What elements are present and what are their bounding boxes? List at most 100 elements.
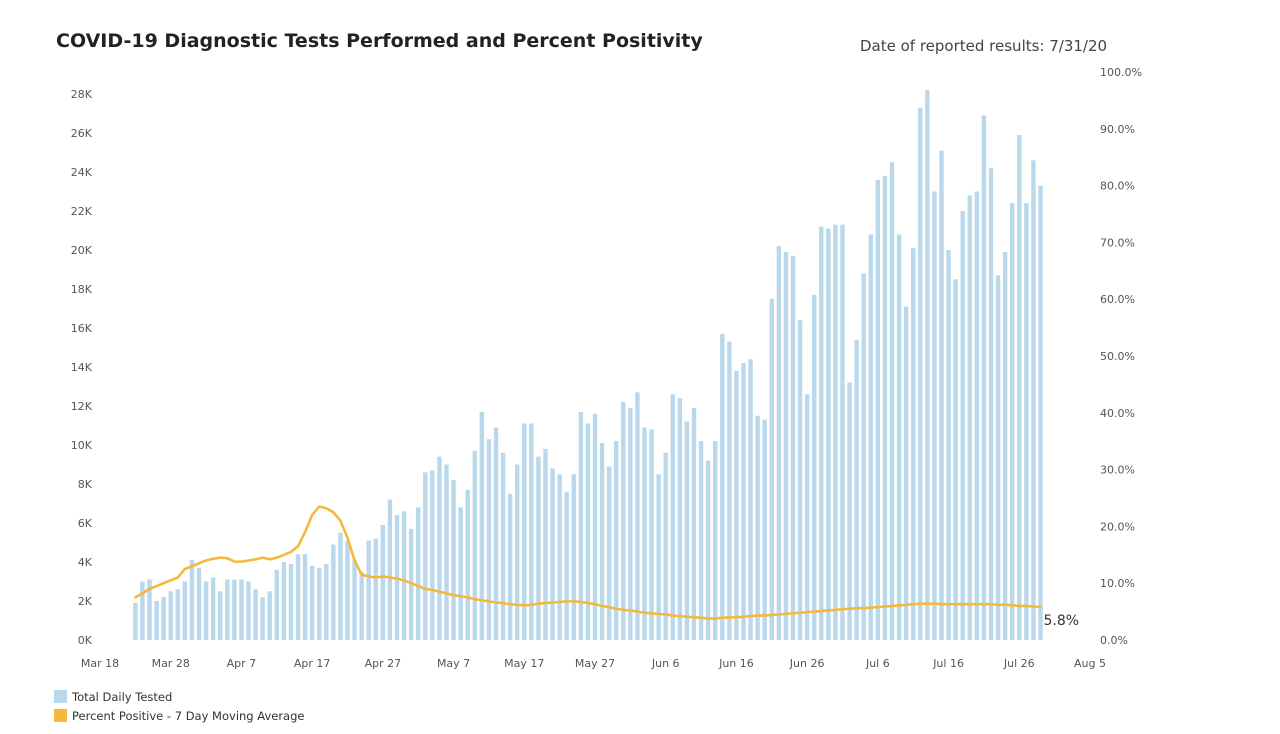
bar-total-daily-tested	[246, 581, 251, 640]
chart-title: COVID-19 Diagnostic Tests Performed and …	[56, 30, 703, 52]
bar-total-daily-tested	[797, 320, 803, 640]
x-tick-label: Apr 17	[294, 657, 331, 670]
bar-total-daily-tested	[1002, 251, 1008, 640]
bar-total-daily-tested	[281, 562, 287, 640]
bar-total-daily-tested	[175, 589, 180, 640]
bar-total-daily-tested	[451, 480, 456, 640]
bar-total-daily-tested	[691, 407, 697, 640]
bar-total-daily-tested	[317, 567, 322, 640]
bar-total-daily-tested	[1038, 185, 1043, 640]
bar-total-daily-tested	[599, 443, 605, 640]
bar-total-daily-tested	[253, 589, 258, 640]
bar-total-daily-tested	[663, 452, 668, 640]
x-tick-label: May 7	[437, 657, 470, 670]
bar-total-daily-tested	[154, 601, 159, 640]
bar-total-daily-tested	[536, 456, 541, 640]
bar-total-daily-tested	[352, 560, 357, 640]
bar-total-daily-tested	[790, 255, 796, 640]
bar-total-daily-tested	[621, 402, 626, 640]
y-left-tick-label: 14K	[71, 361, 93, 374]
bar-total-daily-tested	[656, 474, 661, 640]
y-left-tick-label: 20K	[71, 244, 93, 257]
bar-total-daily-tested	[727, 341, 732, 640]
bar-total-daily-tested	[642, 427, 647, 640]
y-right-tick-label: 30.0%	[1100, 464, 1135, 477]
bar-total-daily-tested	[932, 191, 937, 640]
bar-total-daily-tested	[189, 560, 195, 640]
y-left-tick-label: 10K	[71, 439, 93, 452]
bar-total-daily-tested	[734, 370, 739, 640]
y-left-tick-label: 18K	[71, 283, 93, 296]
legend-swatch-line	[54, 709, 67, 722]
bar-total-daily-tested	[437, 456, 442, 640]
bar-total-daily-tested	[529, 423, 534, 640]
bar-total-daily-tested	[812, 294, 817, 640]
bar-total-daily-tested	[387, 499, 393, 640]
bar-total-daily-tested	[500, 452, 506, 640]
bar-total-daily-tested	[324, 563, 329, 640]
bar-total-daily-tested	[430, 470, 435, 640]
y-left-tick-label: 16K	[71, 322, 93, 335]
y-left-tick-label: 24K	[71, 166, 93, 179]
y-right-tick-label: 60.0%	[1100, 293, 1135, 306]
x-tick-label: Jul 16	[932, 657, 964, 670]
x-tick-label: Mar 28	[152, 657, 190, 670]
y-right-tick-label: 80.0%	[1100, 180, 1135, 193]
bar-total-daily-tested	[309, 565, 315, 640]
x-tick-label: Jun 26	[789, 657, 825, 670]
x-tick-label: Jul 26	[1003, 657, 1035, 670]
bar-total-daily-tested	[267, 591, 272, 640]
line-percent-positive	[134, 505, 1042, 620]
bar-total-daily-tested	[550, 468, 555, 640]
legend-label: Percent Positive - 7 Day Moving Average	[72, 708, 305, 723]
bar-total-daily-tested	[423, 472, 428, 640]
bar-total-daily-tested	[628, 407, 633, 640]
bar-total-daily-tested	[670, 394, 675, 640]
bar-total-daily-tested	[338, 532, 343, 640]
x-tick-label: May 27	[575, 657, 615, 670]
bar-total-daily-tested	[260, 597, 265, 640]
bar-total-daily-tested	[748, 359, 753, 640]
date-of-reported-results: Date of reported results: 7/31/20	[860, 37, 1108, 55]
bar-total-daily-tested	[868, 234, 873, 640]
y-left-tick-label: 2K	[78, 595, 93, 608]
bar-total-daily-tested	[684, 421, 690, 640]
bar-total-daily-tested	[988, 168, 994, 640]
bar-total-daily-tested	[755, 415, 760, 640]
bar-total-daily-tested	[875, 179, 881, 641]
legend-item-total-tested[interactable]: Total Daily Tested	[54, 687, 304, 706]
bar-total-daily-tested	[769, 298, 774, 640]
y-left-tick-label: 26K	[71, 127, 93, 140]
y-right-tick-label: 90.0%	[1100, 123, 1135, 136]
bar-total-daily-tested	[274, 569, 279, 640]
bar-total-daily-tested	[840, 224, 845, 640]
y-left-tick-label: 12K	[71, 400, 93, 413]
bar-total-daily-tested	[1010, 203, 1015, 640]
legend-swatch-bar	[54, 690, 67, 703]
bar-total-daily-tested	[967, 195, 972, 640]
bar-total-daily-tested	[981, 115, 987, 640]
bar-total-daily-tested	[762, 419, 767, 640]
bar-total-daily-tested	[147, 579, 152, 640]
bar-total-daily-tested	[564, 491, 569, 640]
bar-total-daily-tested	[302, 554, 308, 640]
bar-total-daily-tested	[720, 333, 725, 640]
bar-total-daily-tested	[861, 273, 866, 640]
bar-total-daily-tested	[635, 392, 640, 640]
bar-total-daily-tested	[210, 577, 216, 640]
bar-total-daily-tested	[458, 507, 463, 640]
bar-total-daily-tested	[585, 423, 591, 640]
bar-total-daily-tested	[203, 581, 209, 640]
bar-total-daily-tested	[974, 191, 980, 640]
bar-total-daily-tested	[995, 275, 1001, 640]
legend-item-percent-positive[interactable]: Percent Positive - 7 Day Moving Average	[54, 706, 304, 725]
bar-total-daily-tested	[295, 554, 301, 640]
bar-total-daily-tested	[571, 474, 576, 640]
bar-total-daily-tested	[776, 246, 782, 640]
bar-total-daily-tested	[939, 150, 944, 641]
bar-total-daily-tested	[649, 429, 654, 640]
bar-total-daily-tested	[826, 228, 831, 641]
bar-total-daily-tested	[804, 394, 810, 640]
bar-total-daily-tested	[578, 411, 584, 640]
bar-total-daily-tested	[288, 563, 294, 640]
